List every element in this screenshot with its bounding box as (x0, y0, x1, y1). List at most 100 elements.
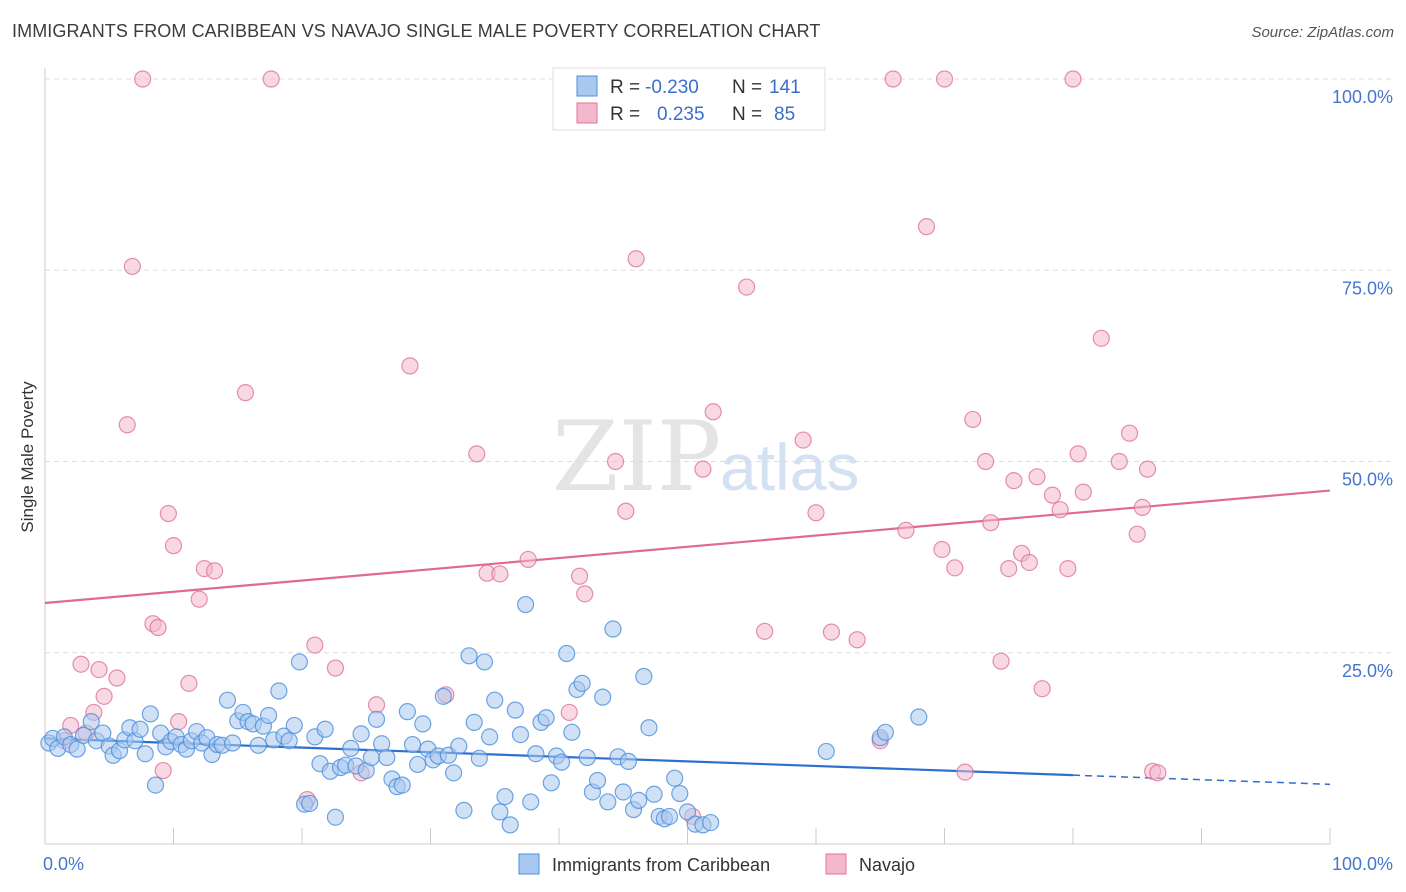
navajo-point (149, 618, 167, 637)
navajo-point (491, 565, 509, 583)
caribbean-point (398, 703, 416, 721)
caribbean-point (136, 745, 154, 763)
caribbean-trend-extension (1072, 774, 1331, 786)
caribbean-point (481, 728, 499, 746)
caribbean-point (280, 732, 298, 750)
navajo-point (519, 550, 537, 569)
grid-lines (45, 78, 1395, 654)
caribbean-point (666, 769, 684, 787)
navajo-point (468, 445, 486, 463)
navajo-point (1069, 445, 1087, 463)
navajo-point (1028, 468, 1046, 486)
caribbean-point (817, 742, 835, 761)
y-axis-label: Single Male Poverty (18, 381, 37, 533)
caribbean-point (563, 723, 581, 741)
caribbean-point (445, 764, 463, 782)
source-credit: Source: ZipAtlas.com (1251, 24, 1394, 41)
navajo-point (977, 452, 995, 471)
caribbean-point (552, 753, 571, 771)
caribbean-point (599, 793, 617, 811)
caribbean-point (301, 794, 319, 813)
navajo-point (1092, 329, 1110, 347)
caribbean-point (578, 748, 596, 767)
navajo-point (917, 218, 936, 236)
chart-title: IMMIGRANTS FROM CARIBBEAN VS NAVAJO SING… (12, 21, 821, 41)
navajo-point (170, 712, 188, 731)
x-tick-label: 100.0% (1332, 854, 1393, 874)
navajo-point (935, 70, 954, 88)
legend-swatch-pink (576, 102, 598, 124)
navajo-point (1043, 486, 1062, 504)
navajo-point (1020, 553, 1038, 572)
caribbean-point (326, 808, 345, 826)
navajo-point (180, 674, 198, 692)
caribbean-point (450, 737, 468, 755)
legend-r-value-1: -0.230 (645, 77, 699, 98)
caribbean-point (218, 691, 237, 709)
correlation-legend: R = -0.230 N = 141 R = 0.235 N = 85 (552, 67, 826, 131)
navajo-point (1005, 472, 1023, 490)
navajo-point (1149, 764, 1167, 782)
navajo-trend-line (44, 489, 1331, 605)
caribbean-point (378, 748, 396, 767)
caribbean-point (702, 813, 720, 832)
y-tick-labels: 25.0% 50.0% 75.0% 100.0% (1332, 87, 1393, 681)
caribbean-point (352, 725, 370, 743)
navajo-point (154, 761, 172, 780)
caribbean-point (506, 701, 524, 719)
navajo-point (306, 636, 324, 654)
navajo-point (236, 384, 255, 402)
caribbean-point (141, 705, 159, 723)
navajo-point (108, 669, 126, 687)
caribbean-point (486, 691, 504, 709)
navajo-point (1110, 452, 1128, 471)
series-legend: Immigrants from Caribbean Navajo (518, 853, 915, 875)
navajo-point (946, 559, 964, 577)
watermark-zip: ZIP (552, 401, 721, 513)
navajo-point (755, 622, 774, 640)
navajo-point (560, 703, 578, 722)
caribbean-point (558, 644, 576, 663)
legend-r-value-2: 0.235 (657, 104, 705, 125)
caribbean-point (522, 793, 540, 811)
caribbean-point (434, 687, 452, 705)
navajo-point (982, 514, 1000, 532)
caribbean-point (259, 706, 278, 725)
legend-r-label-1: R = (610, 77, 640, 98)
navajo-point (90, 660, 108, 679)
caribbean-point (501, 816, 519, 834)
navajo-point (897, 521, 915, 539)
navajo-point (794, 431, 812, 449)
series-swatch-blue (518, 853, 540, 875)
caribbean-point (224, 734, 242, 752)
navajo-point (694, 460, 712, 478)
navajo-point (617, 502, 635, 520)
caribbean-point (475, 653, 494, 671)
caribbean-point (537, 709, 555, 727)
navajo-point (401, 357, 419, 375)
y-tick-label: 50.0% (1342, 470, 1393, 490)
caribbean-point (594, 688, 612, 706)
navajo-point (1138, 460, 1157, 478)
navajo-point (262, 70, 280, 88)
navajo-point (72, 655, 90, 673)
caribbean-point (290, 653, 309, 671)
series-name-caribbean: Immigrants from Caribbean (552, 855, 770, 875)
caribbean-point (527, 745, 545, 763)
caribbean-point (910, 708, 928, 726)
navajo-point (1033, 680, 1051, 698)
caribbean-point (403, 735, 422, 754)
caribbean-point (876, 723, 894, 741)
legend-box (552, 67, 826, 131)
watermark: ZIP atlas (552, 401, 859, 513)
caribbean-point (491, 803, 509, 821)
navajo-point (884, 70, 902, 88)
navajo-point (1000, 559, 1018, 578)
caribbean-point (516, 595, 535, 614)
caribbean-point (619, 752, 637, 770)
legend-swatch-blue (576, 75, 598, 97)
caribbean-point (68, 740, 86, 758)
caribbean-point (573, 674, 591, 692)
legend-n-label-1: N = (732, 77, 762, 98)
x-tick-label: 0.0% (43, 854, 84, 874)
